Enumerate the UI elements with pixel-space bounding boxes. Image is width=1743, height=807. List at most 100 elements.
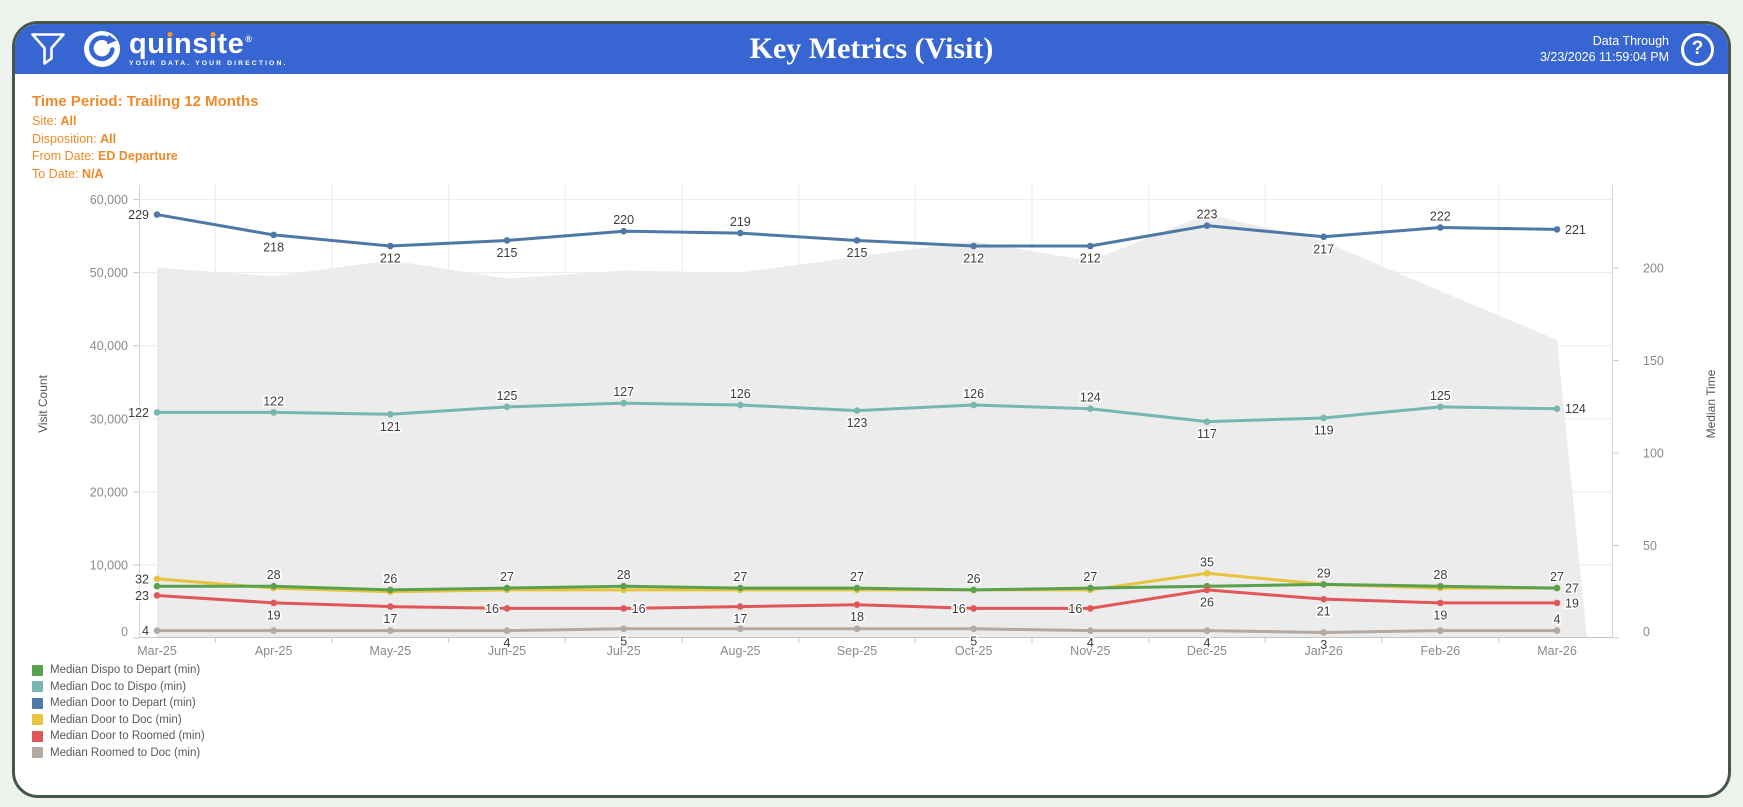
- x-axis-label: May-25: [369, 644, 411, 658]
- data-point[interactable]: [853, 237, 861, 244]
- data-label: 223: [1197, 208, 1218, 222]
- data-point[interactable]: [387, 627, 394, 634]
- data-point[interactable]: [387, 242, 394, 250]
- data-point[interactable]: [387, 410, 394, 418]
- legend-swatch: [32, 747, 43, 759]
- data-label: 18: [850, 610, 864, 624]
- data-point[interactable]: [1437, 599, 1444, 607]
- data-point[interactable]: [1437, 582, 1444, 590]
- data-point[interactable]: [620, 227, 627, 235]
- data-point[interactable]: [970, 625, 977, 633]
- data-point[interactable]: [153, 582, 161, 590]
- data-point[interactable]: [737, 603, 744, 610]
- data-through-label: Data Through: [1592, 33, 1669, 48]
- data-point[interactable]: [970, 605, 977, 612]
- data-point[interactable]: [503, 627, 511, 634]
- data-point[interactable]: [1553, 405, 1561, 413]
- left-axis-tick-label: 50,000: [90, 266, 128, 280]
- data-label: 17: [383, 612, 397, 626]
- left-axis-title: Visit Count: [36, 375, 50, 433]
- data-point[interactable]: [737, 584, 744, 592]
- legend-item[interactable]: Median Door to Roomed (min): [32, 728, 205, 745]
- data-point[interactable]: [1203, 627, 1211, 634]
- data-point[interactable]: [853, 407, 861, 414]
- key-metrics-chart: Visit Count Median Time 60,000 50,000 40,0…: [15, 185, 1728, 685]
- data-point[interactable]: [1203, 586, 1211, 594]
- data-point[interactable]: [1320, 629, 1327, 636]
- data-point[interactable]: [270, 599, 277, 607]
- data-point[interactable]: [270, 582, 277, 590]
- legend-swatch: [32, 714, 43, 726]
- data-point[interactable]: [1203, 569, 1211, 577]
- data-point[interactable]: [1553, 226, 1561, 233]
- data-label: 117: [1197, 427, 1217, 441]
- data-point[interactable]: [270, 409, 277, 416]
- data-point[interactable]: [270, 627, 277, 634]
- data-point[interactable]: [1203, 418, 1211, 425]
- data-point[interactable]: [970, 242, 977, 250]
- help-icon[interactable]: ?: [1681, 32, 1714, 66]
- data-point[interactable]: [153, 575, 161, 583]
- data-point[interactable]: [1087, 605, 1094, 612]
- data-point[interactable]: [503, 237, 511, 244]
- legend-item[interactable]: Median Dispo to Depart (min): [32, 662, 205, 679]
- data-point[interactable]: [1553, 584, 1561, 592]
- data-point[interactable]: [1437, 403, 1444, 411]
- data-label: 29: [1317, 566, 1331, 580]
- data-label: 122: [263, 394, 284, 408]
- data-point[interactable]: [1087, 405, 1094, 413]
- data-point[interactable]: [737, 229, 744, 237]
- data-point[interactable]: [503, 403, 511, 411]
- data-point[interactable]: [737, 625, 744, 633]
- data-point[interactable]: [1320, 233, 1327, 241]
- x-axis-label: Jul-25: [607, 644, 641, 658]
- data-point[interactable]: [1203, 222, 1211, 229]
- left-axis-tick-label: 10,000: [90, 558, 128, 572]
- data-point[interactable]: [1320, 581, 1327, 588]
- data-point[interactable]: [503, 584, 511, 592]
- legend-item[interactable]: Median Door to Depart (min): [32, 695, 205, 712]
- data-point[interactable]: [620, 399, 627, 407]
- data-point[interactable]: [1320, 414, 1327, 422]
- filters-panel: Time Period: Trailing 12 Months Site: Al…: [32, 93, 258, 184]
- data-point[interactable]: [970, 401, 977, 409]
- filter-funnel-icon[interactable]: [29, 31, 67, 67]
- data-label: 19: [267, 608, 281, 622]
- data-point[interactable]: [270, 231, 277, 239]
- data-point[interactable]: [970, 586, 977, 594]
- data-point[interactable]: [1437, 627, 1444, 634]
- data-point[interactable]: [153, 592, 161, 599]
- data-point[interactable]: [153, 211, 161, 218]
- data-label: 27: [733, 570, 747, 584]
- legend-swatch: [32, 681, 43, 693]
- data-label: 127: [613, 385, 634, 399]
- data-point[interactable]: [737, 401, 744, 409]
- data-point[interactable]: [387, 586, 394, 594]
- data-point[interactable]: [853, 584, 861, 592]
- legend-label: Median Roomed to Doc (min): [50, 746, 201, 759]
- right-axis-tick-label: 200: [1643, 262, 1664, 276]
- legend-label: Median Door to Doc (min): [50, 713, 182, 726]
- data-point[interactable]: [1437, 224, 1444, 231]
- data-point[interactable]: [853, 601, 861, 609]
- data-point[interactable]: [620, 582, 627, 590]
- data-point[interactable]: [153, 409, 161, 416]
- data-point[interactable]: [620, 625, 627, 633]
- data-label: 28: [267, 568, 281, 582]
- legend-item[interactable]: Median Door to Doc (min): [32, 712, 205, 729]
- data-point[interactable]: [1087, 584, 1094, 592]
- header-bar: quınsıte® YOUR DATA. YOUR DIRECTION. Key…: [15, 24, 1728, 74]
- data-point[interactable]: [853, 625, 861, 633]
- data-point[interactable]: [503, 605, 511, 612]
- legend-item[interactable]: Median Roomed to Doc (min): [32, 745, 205, 762]
- data-point[interactable]: [1087, 242, 1094, 250]
- data-point[interactable]: [1553, 627, 1561, 634]
- data-point[interactable]: [1553, 599, 1561, 607]
- data-point[interactable]: [1320, 595, 1327, 603]
- data-label: 28: [1433, 568, 1447, 582]
- legend-item[interactable]: Median Doc to Dispo (min): [32, 679, 205, 696]
- data-point[interactable]: [153, 627, 161, 634]
- data-point[interactable]: [1087, 627, 1094, 634]
- data-point[interactable]: [387, 603, 394, 610]
- data-point[interactable]: [620, 605, 627, 612]
